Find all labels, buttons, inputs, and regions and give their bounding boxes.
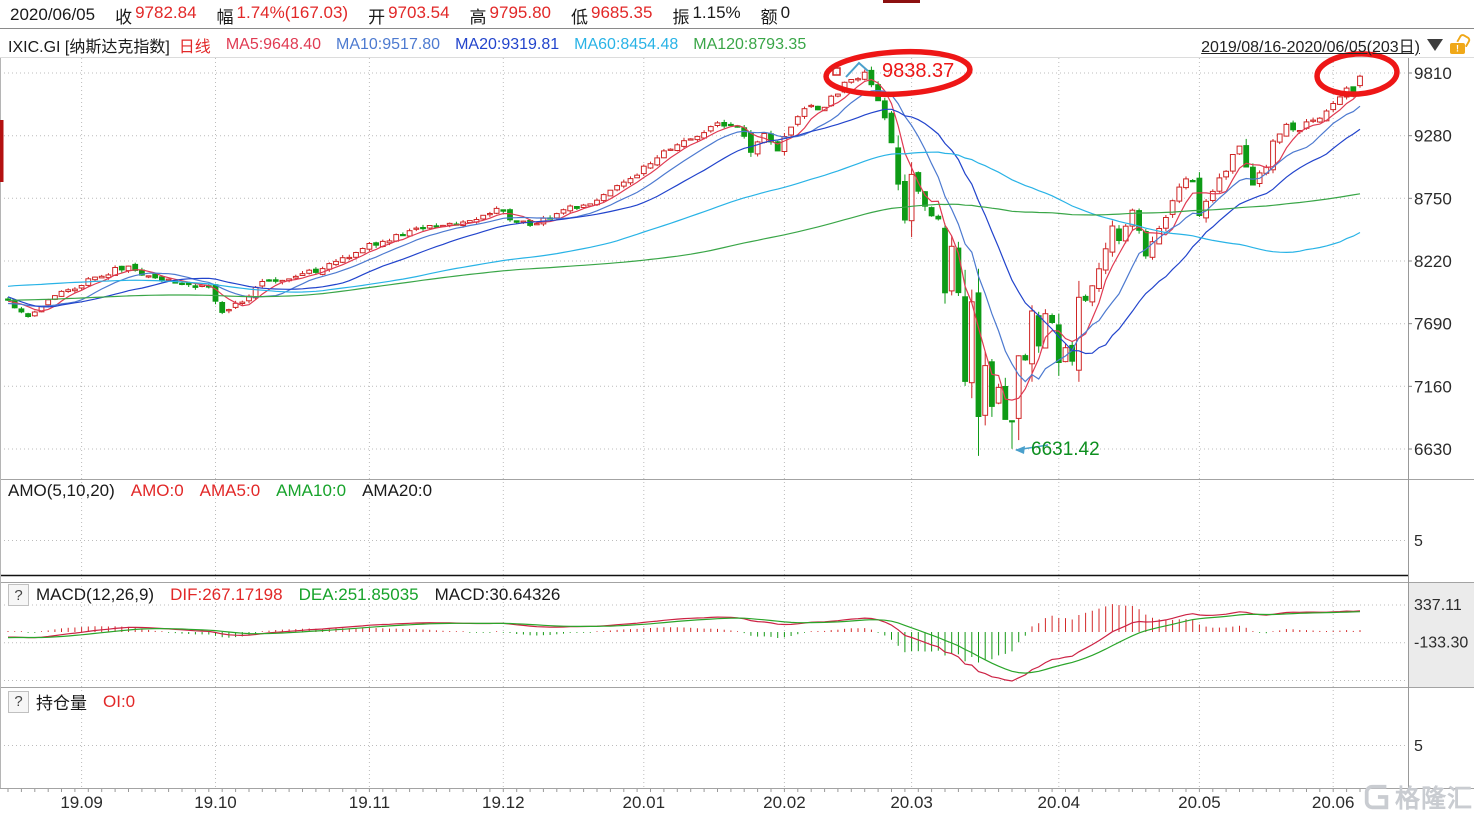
panel-borders — [0, 28, 1474, 789]
chart-legend: IXIC.GI [纳斯达克指数] 日线 MA5:9648.40 MA10:951… — [8, 33, 806, 57]
y-axis-label: 9280 — [1414, 127, 1452, 146]
gelonghui-logo-icon — [1362, 782, 1392, 812]
x-axis-label: 20.02 — [763, 793, 806, 812]
annotations — [823, 48, 1400, 454]
y-axis-label: 9810 — [1414, 64, 1452, 83]
x-axis-label: 20.03 — [890, 793, 933, 812]
y-axis-label: 8220 — [1414, 252, 1452, 271]
ma-lines — [7, 78, 1361, 401]
x-axis-ticks — [7, 789, 1361, 792]
macd-scale-label: 337.11 — [1414, 597, 1462, 614]
low-price-annotation: 6631.42 — [1031, 439, 1100, 460]
y-axis-label: 7690 — [1414, 315, 1452, 334]
oi-panel-header: ? 持仓量 OI:0 — [8, 689, 135, 714]
ma60-legend: MA60:8454.48 — [574, 36, 679, 53]
y-axis-label: 6630 — [1414, 440, 1452, 459]
left-arrow-icon — [1015, 446, 1025, 454]
x-axis-label: 19.10 — [194, 793, 237, 812]
hand-drawn-circle — [1314, 51, 1400, 97]
quote-field-open: 开 9703.54 — [368, 2, 450, 27]
quote-info-bar: 2020/06/05 收 9782.84 幅 1.74%(167.03) 开 9703… — [10, 2, 810, 28]
x-axis-label: 20.06 — [1312, 793, 1355, 812]
watermark-text: 格隆汇 — [1394, 785, 1473, 813]
axis-labels: 9810 9280 8750 8220 7690 7160 6630 19.09 19.10 19… — [60, 64, 1468, 812]
dea-value: DEA:251.85035 — [298, 585, 419, 604]
ma10-legend: MA10:9517.80 — [336, 36, 441, 53]
x-axis-label: 20.04 — [1038, 793, 1081, 812]
lock-icon[interactable] — [1450, 43, 1465, 54]
macd-title: MACD(12,26,9) — [36, 585, 155, 604]
amo-title: AMO(5,10,20) — [8, 481, 115, 500]
oi-help-button[interactable]: ? — [8, 690, 29, 713]
amo-scale-label: 5 — [1414, 533, 1423, 550]
dif-value: DIF:267.17198 — [170, 585, 283, 604]
date-range-link[interactable]: 2019/08/16-2020/06/05(203日) — [1201, 39, 1420, 56]
period-daily-tab[interactable]: 日线 — [178, 39, 211, 56]
symbol-name: IXIC.GI [纳斯达克指数] — [8, 39, 170, 56]
peak-marker — [845, 61, 869, 78]
range-selector: 2019/08/16-2020/06/05(203日) — [1201, 33, 1465, 57]
oi-value: OI:0 — [103, 691, 136, 711]
oi-title: 持仓量 — [36, 694, 87, 713]
ma5-legend: MA5:9648.40 — [225, 36, 321, 53]
amo-panel-header: AMO(5,10,20) AMO:0 AMA5:0 AMA10:0 AMA20:… — [8, 481, 432, 501]
panel-backgrounds — [1409, 583, 1474, 687]
quote-field-high: 高 9795.80 — [469, 2, 551, 27]
decorations — [0, 0, 920, 182]
x-axis-label: 19.09 — [60, 793, 103, 812]
ma120-legend: MA120:8793.35 — [693, 36, 807, 53]
quote-field-low: 低 9685.35 — [570, 2, 653, 27]
x-axis-label: 19.11 — [349, 793, 390, 812]
quote-field-close: 收 9782.84 — [115, 2, 197, 27]
ama5-value: AMA5:0 — [199, 481, 261, 500]
dropdown-triangle-icon[interactable] — [1427, 39, 1443, 51]
x-axis-label: 20.01 — [623, 793, 666, 812]
quote-field-change: 幅 1.74%(167.03) — [216, 2, 349, 27]
quote-field-amplitude: 振 1.15% — [672, 2, 741, 27]
macd-lines — [7, 610, 1361, 682]
macd-histogram — [7, 604, 1361, 663]
y-axis-label: 7160 — [1414, 377, 1452, 396]
amo-value: AMO:0 — [130, 481, 184, 500]
macd-value: MACD:30.64326 — [434, 585, 561, 604]
peak-square-marker — [832, 67, 841, 76]
macd-help-button[interactable]: ? — [8, 584, 29, 606]
ma20-legend: MA20:9319.81 — [455, 36, 560, 53]
gridlines — [0, 58, 1408, 788]
ama10-value: AMA10:0 — [276, 481, 347, 500]
oi-scale-label: 5 — [1414, 738, 1423, 755]
quote-date: 2020/06/05 — [10, 5, 96, 24]
x-axis-label: 19.12 — [482, 793, 525, 812]
y-axis-label: 8750 — [1414, 189, 1452, 208]
candles-layer — [5, 66, 1363, 456]
watermark: 格隆汇 — [1362, 779, 1473, 815]
x-axis-label: 20.05 — [1178, 793, 1221, 812]
peak-price-annotation: 9838.37 — [882, 60, 955, 82]
macd-scale-label: -133.30 — [1414, 635, 1468, 652]
hand-drawn-circle — [823, 48, 973, 98]
ama20-value: AMA20:0 — [362, 481, 433, 500]
macd-panel-header: ? MACD(12,26,9) DIF:267.17198 DEA:251.85… — [8, 584, 560, 606]
